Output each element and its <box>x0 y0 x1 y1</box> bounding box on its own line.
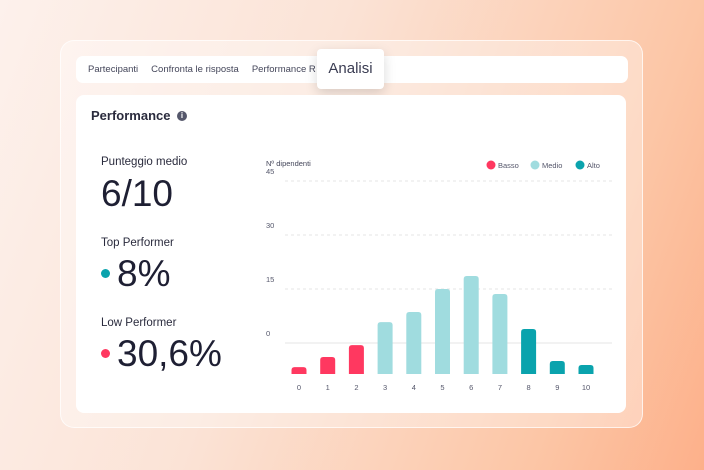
x-tick-label: 6 <box>469 383 473 392</box>
legend-medio-label: Medio <box>542 161 562 170</box>
bar-5 <box>435 289 450 374</box>
bar-8 <box>521 328 537 374</box>
bar-3 <box>377 322 393 374</box>
legend-alto-label: Alto <box>587 161 600 170</box>
y-axis-label: Nº dipendenti <box>266 159 311 168</box>
x-tick-label: 7 <box>498 383 502 392</box>
x-tick-label: 10 <box>582 383 590 392</box>
x-tick-label: 5 <box>440 383 444 392</box>
info-icon[interactable]: i <box>177 111 187 121</box>
x-tick-label: 3 <box>383 383 387 392</box>
y-tick-label: 30 <box>266 221 274 230</box>
bar-10 <box>578 364 594 374</box>
top-dot-icon <box>101 268 110 278</box>
y-tick-label: 15 <box>266 275 274 284</box>
bar-0 <box>291 367 307 374</box>
tab-partecipanti[interactable]: Partecipanti <box>88 64 139 75</box>
x-tick-label: 0 <box>297 383 301 392</box>
low-value: 30,6% <box>117 333 222 374</box>
legend-medio-icon <box>530 160 540 170</box>
bar-7 <box>492 294 508 374</box>
low-dot-icon <box>101 348 110 358</box>
x-tick-label: 2 <box>354 383 358 392</box>
tab-confronta[interactable]: Confronta le risposta <box>151 64 239 75</box>
avg-label: Punteggio medio <box>101 156 188 168</box>
legend-alto-icon <box>575 160 585 170</box>
x-tick-label: 1 <box>326 383 330 392</box>
top-value: 8% <box>117 253 171 294</box>
x-tick-label: 8 <box>527 383 531 392</box>
bar-1 <box>320 357 336 374</box>
y-tick-label: 45 <box>266 167 274 176</box>
legend-basso-label: Basso <box>498 161 519 170</box>
tab-performance[interactable]: Performance R <box>251 64 316 75</box>
tab-analisi[interactable]: Analisi <box>317 49 384 89</box>
bar-9 <box>549 361 565 374</box>
bar-6 <box>463 276 479 374</box>
card-title: Performance <box>91 108 171 123</box>
avg-value: 6/10 <box>101 173 174 214</box>
bar-4 <box>406 312 422 374</box>
bar-2 <box>348 345 364 374</box>
x-tick-label: 4 <box>412 383 416 392</box>
y-tick-label: 0 <box>266 329 270 338</box>
x-tick-label: 9 <box>555 383 559 392</box>
top-label: Top Performer <box>101 237 174 249</box>
legend-basso-icon <box>486 160 496 170</box>
low-label: Low Performer <box>101 317 177 329</box>
